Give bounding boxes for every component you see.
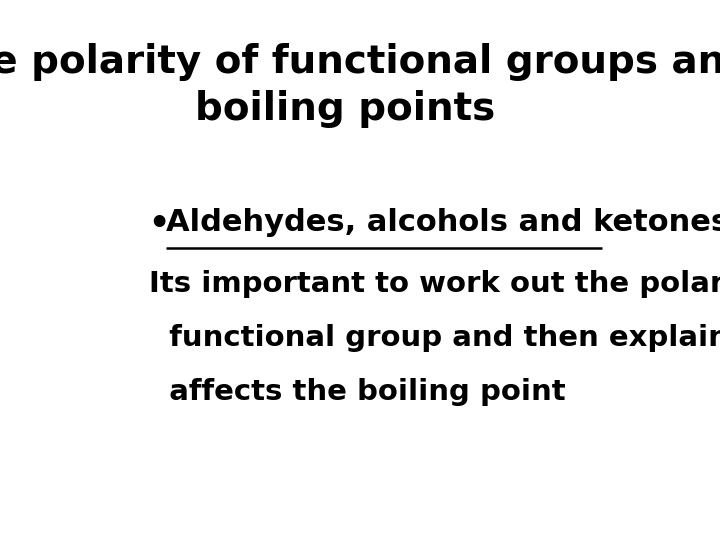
Text: affects the boiling point: affects the boiling point: [148, 378, 565, 406]
Text: functional group and then explain how it: functional group and then explain how it: [148, 324, 720, 352]
Text: Its important to work out the polarity of: Its important to work out the polarity o…: [148, 270, 720, 298]
Text: The polarity of functional groups and
boiling points: The polarity of functional groups and bo…: [0, 43, 720, 128]
Text: •: •: [148, 208, 170, 241]
Text: Aldehydes, alcohols and ketones: Aldehydes, alcohols and ketones: [166, 208, 720, 237]
